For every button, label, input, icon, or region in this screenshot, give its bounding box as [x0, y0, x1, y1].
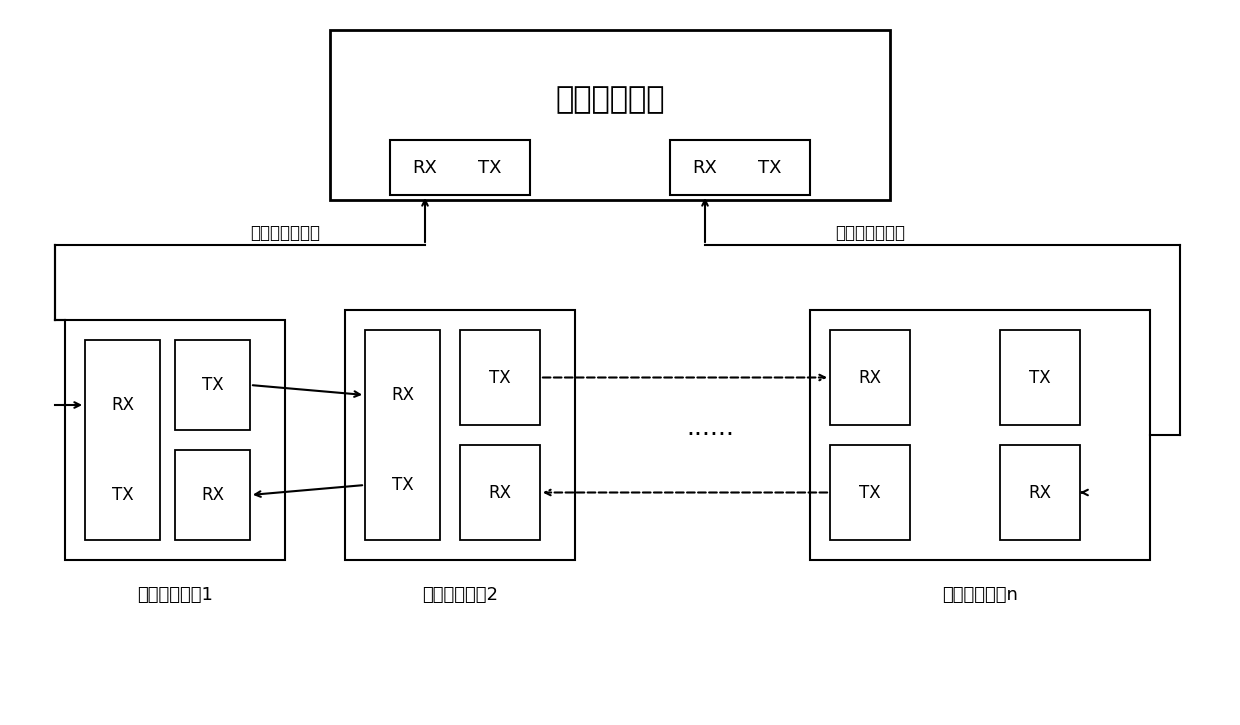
Text: RX: RX [391, 386, 414, 404]
Text: RX: RX [112, 396, 134, 414]
Text: TX: TX [758, 159, 781, 176]
Bar [810, 310, 1149, 560]
Bar [345, 310, 575, 560]
Bar [330, 30, 890, 200]
Text: 远程受控子站n: 远程受控子站n [942, 586, 1018, 604]
Text: TX: TX [202, 376, 223, 394]
Bar [830, 330, 910, 425]
Text: 远程受控子站2: 远程受控子站2 [422, 586, 498, 604]
Text: RX: RX [413, 159, 438, 176]
Text: 监控中心主站: 监控中心主站 [556, 86, 665, 115]
Text: RX: RX [1028, 484, 1052, 502]
Bar [460, 330, 539, 425]
Text: TX: TX [479, 159, 502, 176]
Bar [86, 340, 160, 540]
Text: RX: RX [201, 486, 224, 504]
Text: 远程受控子站1: 远程受控子站1 [138, 586, 213, 604]
Bar [670, 140, 810, 195]
Text: RX: RX [489, 484, 511, 502]
Bar [830, 445, 910, 540]
Bar [175, 340, 250, 430]
Bar [391, 140, 529, 195]
Bar [460, 445, 539, 540]
Bar [999, 330, 1080, 425]
Text: 第二光通信端口: 第二光通信端口 [835, 224, 905, 242]
Text: RX: RX [693, 159, 718, 176]
Text: RX: RX [858, 368, 882, 386]
Text: TX: TX [490, 368, 511, 386]
Text: TX: TX [112, 486, 134, 504]
Text: TX: TX [392, 476, 413, 494]
Text: 第一光通信端口: 第一光通信端口 [250, 224, 320, 242]
Text: TX: TX [1029, 368, 1050, 386]
Bar [175, 450, 250, 540]
Text: ······: ······ [686, 423, 734, 447]
Bar [365, 330, 440, 540]
Bar [999, 445, 1080, 540]
Text: TX: TX [859, 484, 880, 502]
Bar [64, 320, 285, 560]
